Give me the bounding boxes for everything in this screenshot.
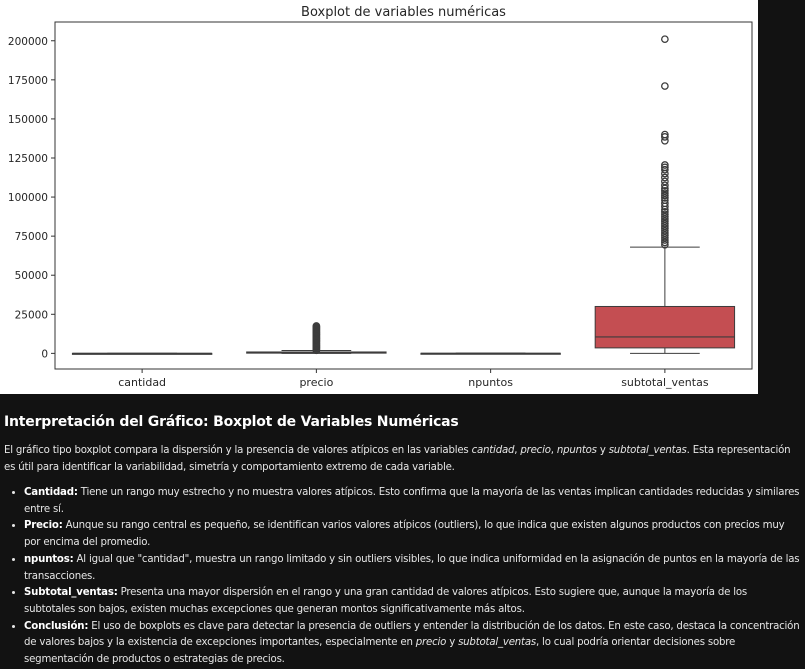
outlier-point <box>661 82 669 90</box>
intro-var-subtotal: subtotal_ventas <box>608 445 687 456</box>
bullet-text-subtotal: Presenta una mayor dispersión en el rang… <box>24 587 747 615</box>
intro-text-4: y <box>596 445 609 456</box>
outlier-point <box>661 163 669 172</box>
bullet-text-cantidad: Tiene un rango muy estrecho y no muestra… <box>24 487 800 515</box>
interpretation-list: Cantidad: Tiene un rango muy estrecho y … <box>0 485 800 669</box>
outlier-point <box>661 161 669 169</box>
intro-var-cantidad: cantidad <box>471 445 515 456</box>
outlier-point <box>661 35 669 44</box>
conclusion-text-2: y <box>446 637 459 649</box>
y-tick-label: 150000 <box>8 114 48 126</box>
y-tick-label: 175000 <box>8 75 48 87</box>
outlier-point <box>661 173 669 182</box>
chart-title: Boxplot de variables numéricas <box>301 5 506 20</box>
x-tick-label: cantidad <box>118 376 166 389</box>
y-tick-label: 25000 <box>15 309 48 321</box>
bullet-label-subtotal: Subtotal_ventas: <box>24 587 118 599</box>
conclusion-var-precio: precio <box>415 637 447 649</box>
conclusion-text-3: , lo cual podría orientar decisiones sob… <box>24 637 736 666</box>
boxplot-chart: Boxplot de variables numéricas 0 25000 5000… <box>8 5 753 389</box>
intro-text-5: . Esta representación es útil para ident… <box>4 445 791 473</box>
y-tick-label: 125000 <box>8 153 48 165</box>
y-tick-label: 0 <box>41 348 48 360</box>
conclusion-text-1: El uso de boxplots es clave para detecta… <box>24 620 800 649</box>
outlier-point <box>661 133 669 141</box>
bullet-label-cantidad: Cantidad: <box>24 487 78 498</box>
interpretation-title: Interpretación del Gráfico: Boxplot de V… <box>4 414 459 430</box>
list-item-subtotal: Subtotal_ventas: Presenta una mayor disp… <box>24 585 800 618</box>
outlier-point <box>661 199 669 208</box>
bullet-label-precio: Precio: <box>24 520 63 532</box>
outlier-point <box>661 189 669 198</box>
outlier-point <box>661 181 669 190</box>
y-tick-label: 200000 <box>8 36 48 48</box>
x-tick-label: subtotal_ventas <box>621 376 709 389</box>
y-tick-label: 50000 <box>15 270 48 282</box>
bullet-label-npuntos: npuntos: <box>24 553 74 565</box>
interpretation-intro: El gráfico tipo boxplot compara la dispe… <box>4 442 796 476</box>
intro-text-2: , <box>514 445 521 456</box>
x-tick-label: npuntos <box>468 376 513 389</box>
axes-frame <box>54 21 753 370</box>
outlier-point <box>661 177 669 186</box>
outlier-point <box>661 208 669 216</box>
conclusion-var-subtotal: subtotal_ventas <box>458 637 536 649</box>
outlier-point <box>661 210 669 219</box>
bullet-text-npuntos: Al igual que "cantidad", muestra un rang… <box>24 553 800 582</box>
intro-var-npuntos: npuntos <box>556 445 597 456</box>
boxplot-figure: Boxplot de variables numéricas 0 25000 5000… <box>0 0 758 394</box>
outlier-point <box>661 165 669 174</box>
list-item-precio: Precio: Aunque su rango central es peque… <box>24 518 800 551</box>
outlier-point <box>312 322 321 330</box>
x-tick-label: precio <box>299 376 333 389</box>
outlier-point <box>661 130 669 139</box>
intro-text-3: , <box>550 445 557 456</box>
list-item-cantidad: Cantidad: Tiene un rango muy estrecho y … <box>24 485 800 518</box>
list-item-conclusion: Conclusión: El uso de boxplots es clave … <box>24 619 800 669</box>
intro-text-1: El gráfico tipo boxplot compara la dispe… <box>4 445 472 456</box>
outlier-point <box>661 186 669 195</box>
intro-var-precio: precio <box>520 445 551 456</box>
list-item-npuntos: npuntos: Al igual que "cantidad", muestr… <box>24 552 800 585</box>
bullet-text-precio: Aunque su rango central es pequeño, se i… <box>24 520 785 549</box>
y-tick-label: 100000 <box>8 192 48 204</box>
y-tick-label: 75000 <box>15 231 48 243</box>
box-subtotal_ventas <box>594 305 736 349</box>
interpretation-section: Interpretación del Gráfico: Boxplot de V… <box>0 406 800 669</box>
bullet-label-conclusion: Conclusión: <box>24 620 89 632</box>
